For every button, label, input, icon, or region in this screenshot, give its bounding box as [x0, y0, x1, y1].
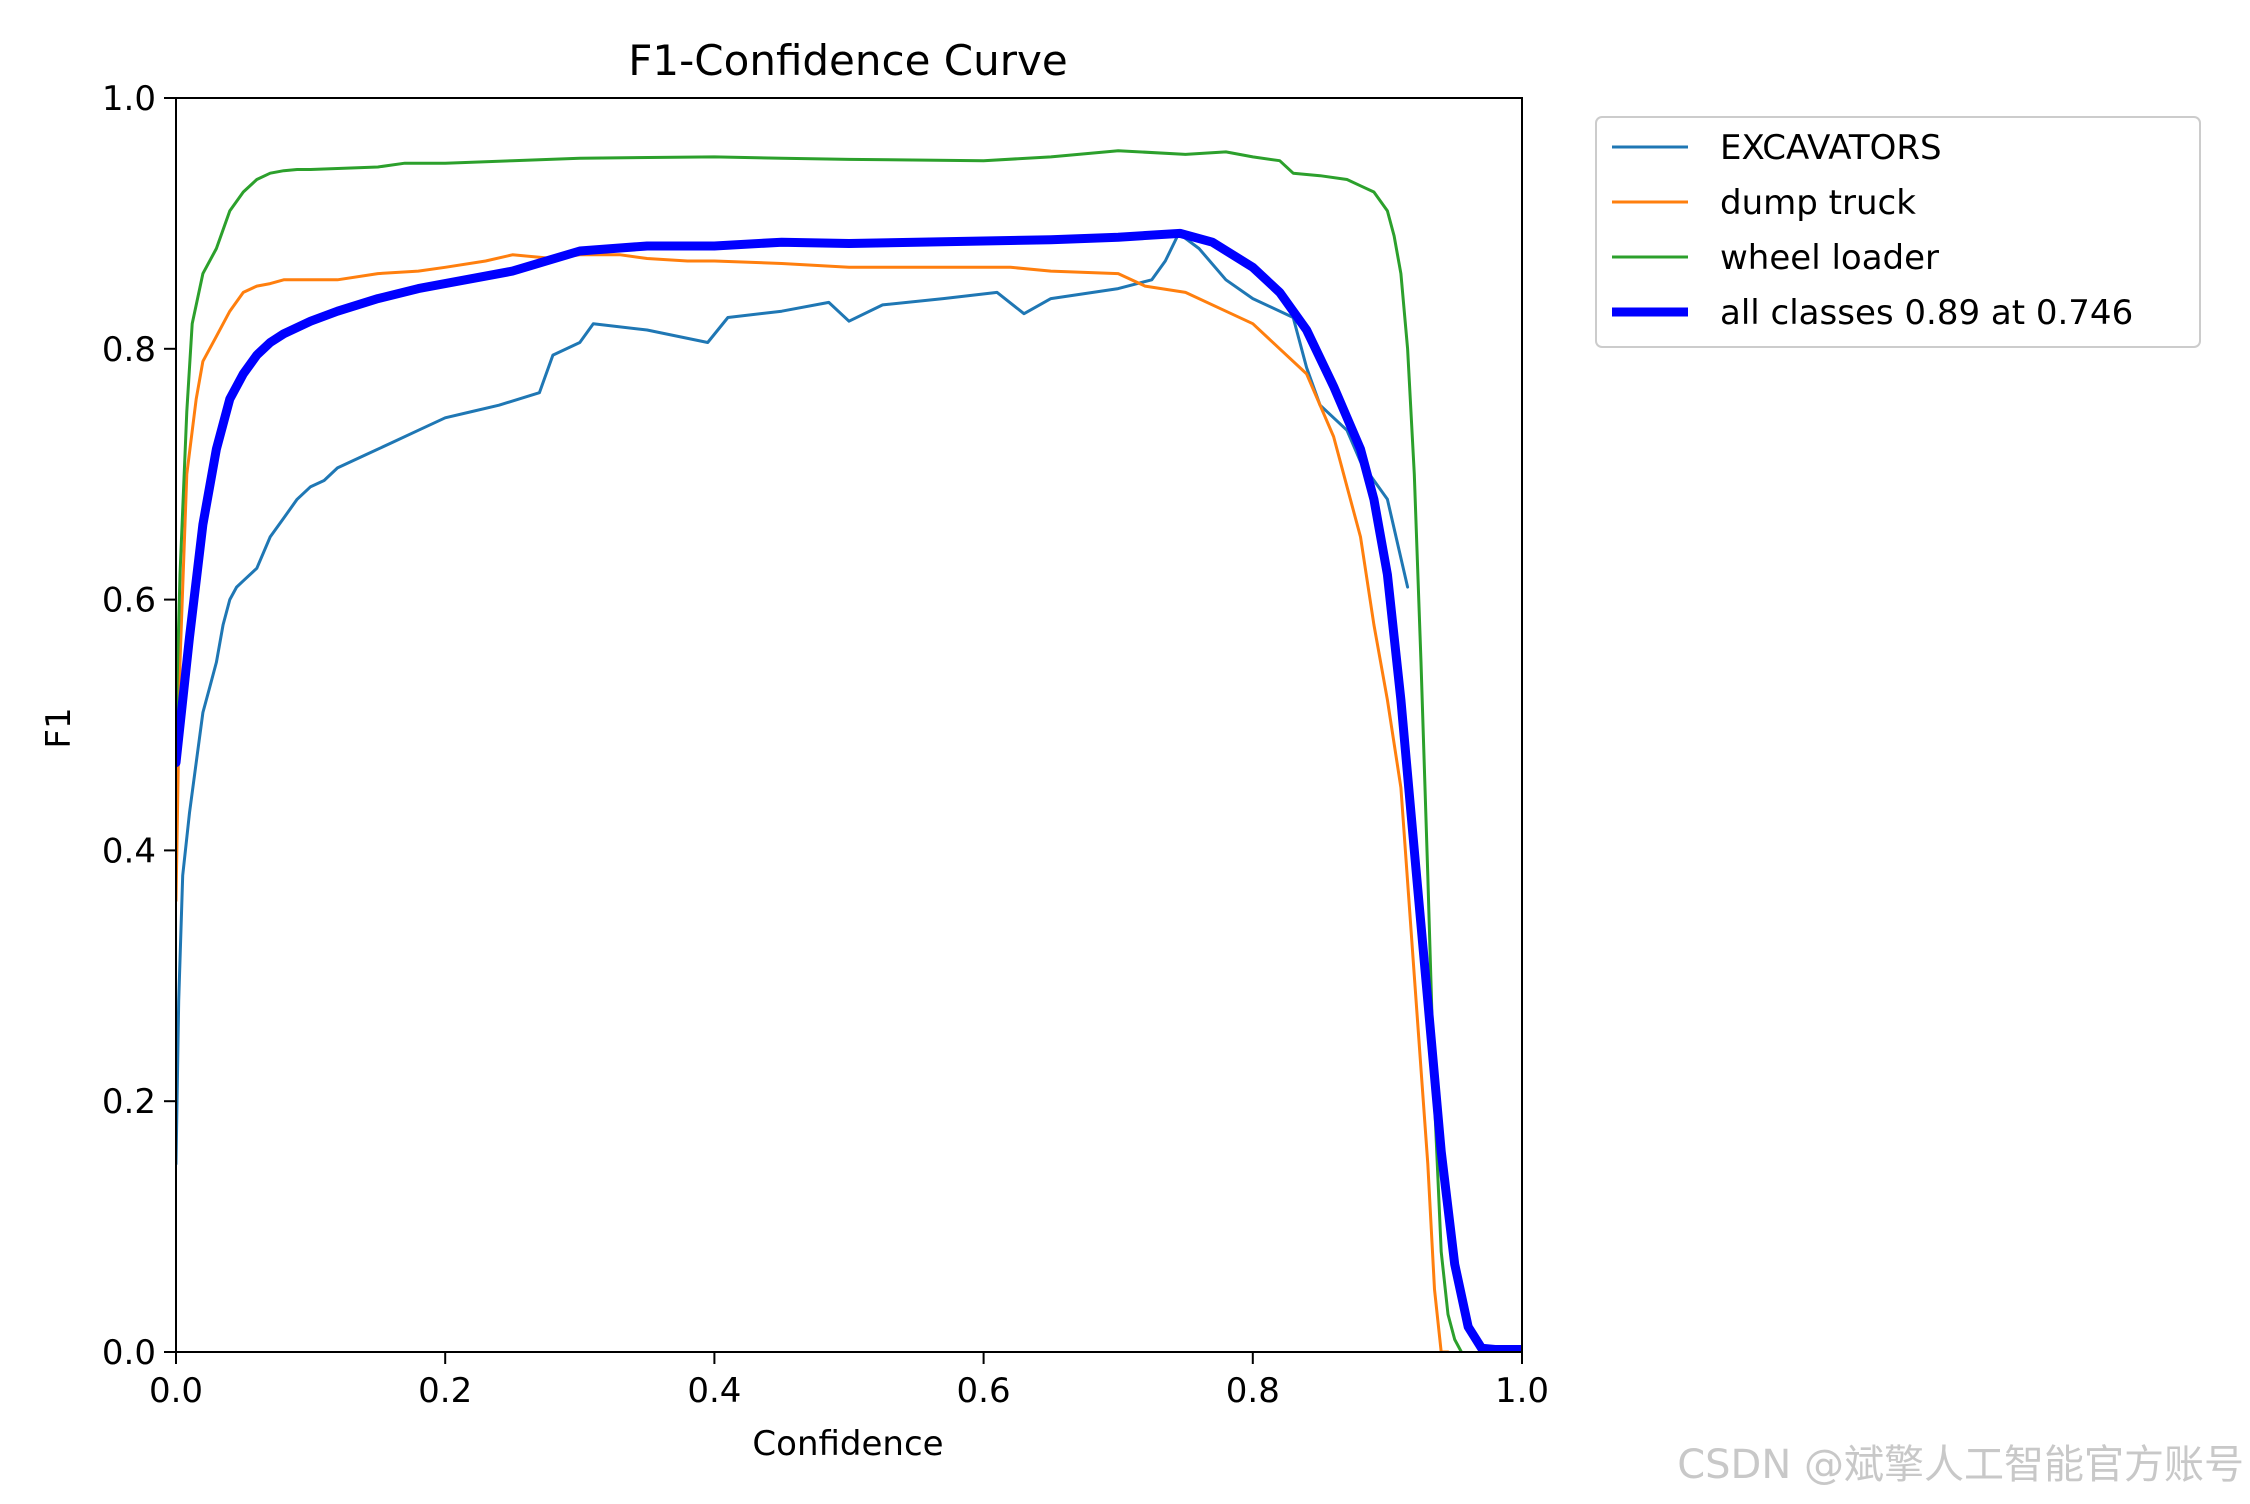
legend: EXCAVATORS dump truck wheel loader all clas… — [1595, 116, 2201, 348]
x-tick-label: 0.6 — [957, 1371, 1011, 1411]
legend-label-3: all classes 0.89 at 0.746 — [1720, 293, 2133, 333]
y-tick-label: 0.2 — [102, 1082, 156, 1122]
series-line-1 — [176, 253, 1450, 1352]
x-tick-label: 0.8 — [1226, 1371, 1280, 1411]
y-tick-label: 1.0 — [102, 79, 156, 119]
x-tick-label: 0.0 — [149, 1371, 203, 1411]
y-tick-label: 0.8 — [102, 330, 156, 370]
watermark-text: CSDN @斌擎人工智能官方账号 — [1677, 1442, 2244, 1488]
y-tick-label: 0.4 — [102, 831, 156, 871]
series-lines — [176, 149, 1522, 1352]
legend-box — [1595, 116, 2201, 348]
series-line-3 — [176, 228, 1522, 1352]
legend-label-0: EXCAVATORS — [1720, 128, 1942, 168]
axes: 0.0 0.2 0.4 0.6 0.8 1.0 0.0 0.2 0.4 0.6 0.8 1.0 — [102, 79, 1549, 1411]
legend-label-2: wheel loader — [1720, 238, 1939, 278]
x-tick-label: 0.2 — [418, 1371, 472, 1411]
plot-area — [176, 149, 1522, 1352]
legend-label-1: dump truck — [1720, 183, 1916, 223]
x-axis-label: Confidence — [752, 1424, 943, 1464]
x-tick-label: 1.0 — [1495, 1371, 1549, 1411]
chart-title: F1-Confidence Curve — [628, 36, 1067, 85]
series-line-0 — [176, 231, 1410, 1166]
y-tick-label: 0.0 — [102, 1333, 156, 1373]
y-tick-label: 0.6 — [102, 581, 156, 621]
x-tick-label: 0.4 — [687, 1371, 741, 1411]
series-line-2 — [176, 149, 1463, 1352]
axes-frame — [175, 97, 1523, 1353]
y-axis-label: F1 — [39, 707, 79, 748]
